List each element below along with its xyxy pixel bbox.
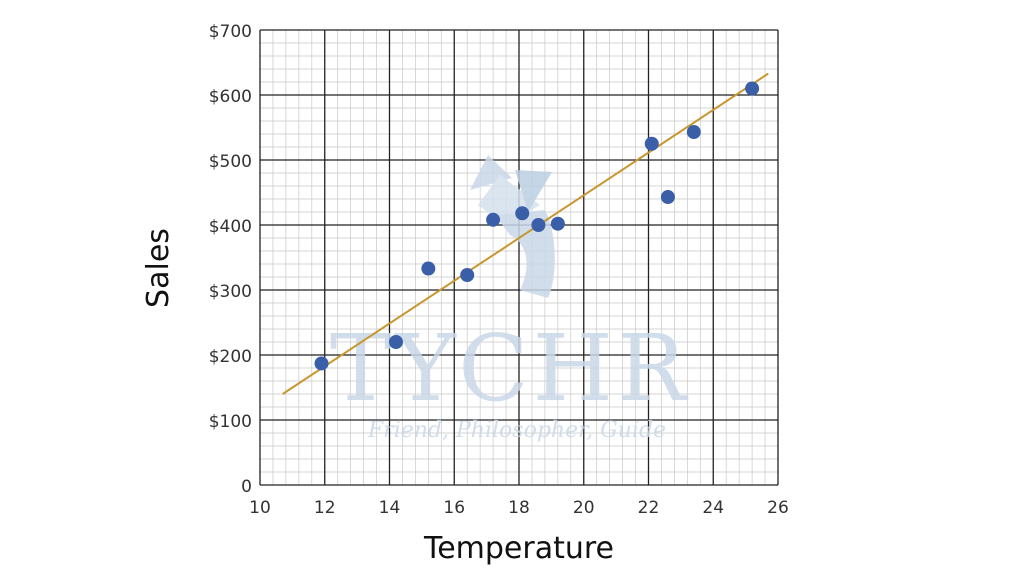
tychr-watermark: TYCHR Friend, Philosopher, Guide xyxy=(330,155,690,443)
watermark-title: TYCHR xyxy=(330,315,690,422)
data-point xyxy=(421,261,436,276)
trendline-group xyxy=(282,72,769,395)
data-point xyxy=(550,216,565,231)
major-grid xyxy=(259,29,779,486)
data-point xyxy=(515,206,530,221)
y-tick-label: $400 xyxy=(209,217,252,237)
data-point xyxy=(660,190,675,205)
x-axis-title: Temperature xyxy=(423,531,614,566)
data-point xyxy=(686,125,701,140)
y-tick-label: $200 xyxy=(209,347,252,367)
x-tick-label: 24 xyxy=(702,498,724,518)
y-axis-title: Sales xyxy=(141,228,176,308)
data-point xyxy=(644,136,659,151)
x-tick-label: 20 xyxy=(573,498,595,518)
y-tick-label: $100 xyxy=(209,412,252,432)
x-tick-label: 12 xyxy=(314,498,336,518)
data-point xyxy=(745,81,760,96)
x-tick-labels: 10 12 14 16 18 20 22 24 26 xyxy=(249,498,789,518)
x-tick-label: 18 xyxy=(508,498,530,518)
y-tick-label: $500 xyxy=(209,152,252,172)
x-tick-label: 16 xyxy=(443,498,465,518)
x-tick-label: 14 xyxy=(379,498,401,518)
data-points xyxy=(314,81,760,371)
y-tick-label: $600 xyxy=(209,87,252,107)
y-tick-label: 0 xyxy=(241,477,252,497)
trendline xyxy=(282,72,769,395)
y-tick-labels: 0 $100 $200 $300 $400 $500 $600 $700 xyxy=(209,22,252,497)
data-point xyxy=(388,335,403,349)
watermark-tagline: Friend, Philosopher, Guide xyxy=(367,418,666,443)
data-point xyxy=(460,268,475,283)
data-point xyxy=(486,212,501,227)
y-tick-label: $300 xyxy=(209,282,252,302)
x-tick-label: 10 xyxy=(249,498,271,518)
x-tick-label: 22 xyxy=(638,498,660,518)
y-tick-label: $700 xyxy=(209,22,252,42)
x-tick-label: 26 xyxy=(767,498,789,518)
data-point xyxy=(314,356,329,371)
data-point xyxy=(531,218,546,232)
